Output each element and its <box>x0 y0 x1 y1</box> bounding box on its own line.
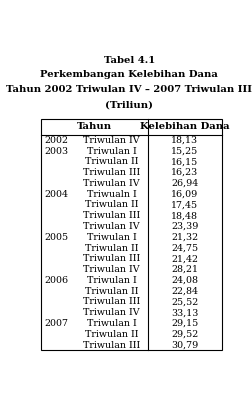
Text: Kelebihan Dana: Kelebihan Dana <box>140 122 230 131</box>
Text: 29,52: 29,52 <box>171 330 198 339</box>
Text: 2004: 2004 <box>44 190 68 199</box>
Text: Triwulan III: Triwulan III <box>83 298 140 306</box>
Text: Tabel 4.1: Tabel 4.1 <box>104 56 155 65</box>
Text: 2005: 2005 <box>44 233 68 242</box>
Text: 21,32: 21,32 <box>171 233 198 242</box>
Text: Triwulan II: Triwulan II <box>85 200 138 210</box>
Text: Triwulan IV: Triwulan IV <box>83 222 140 231</box>
Text: Perkembangan Kelebihan Dana: Perkembangan Kelebihan Dana <box>40 70 218 80</box>
Text: Triwulan II: Triwulan II <box>85 287 138 296</box>
Text: 24,08: 24,08 <box>171 276 198 285</box>
Text: 23,39: 23,39 <box>171 222 199 231</box>
Text: 28,21: 28,21 <box>171 265 198 274</box>
Text: 16,09: 16,09 <box>171 190 198 199</box>
Text: 24,75: 24,75 <box>171 244 198 252</box>
Text: 2003: 2003 <box>44 146 68 156</box>
Text: 2002: 2002 <box>44 136 68 145</box>
Text: 26,94: 26,94 <box>171 179 198 188</box>
Text: Triwulan I: Triwulan I <box>87 319 136 328</box>
Text: Triwulan II: Triwulan II <box>85 157 138 166</box>
Text: Tahun: Tahun <box>77 122 112 131</box>
Text: Triwulan III: Triwulan III <box>83 254 140 263</box>
Text: Tahun 2002 Triwulan IV – 2007 Triwulan III: Tahun 2002 Triwulan IV – 2007 Triwulan I… <box>6 85 252 94</box>
Text: Triwulan III: Triwulan III <box>83 168 140 177</box>
Text: Triwualn I: Triwualn I <box>87 190 136 199</box>
Text: 17,45: 17,45 <box>171 200 198 210</box>
Text: 18,13: 18,13 <box>171 136 198 145</box>
Text: 25,52: 25,52 <box>171 298 198 306</box>
Text: 15,25: 15,25 <box>171 146 198 156</box>
Text: 22,84: 22,84 <box>171 287 198 296</box>
Text: Triwulan I: Triwulan I <box>87 233 136 242</box>
Text: Triwulan IV: Triwulan IV <box>83 136 140 145</box>
Text: 2007: 2007 <box>44 319 68 328</box>
Text: 2006: 2006 <box>44 276 68 285</box>
Text: Triwulan IV: Triwulan IV <box>83 265 140 274</box>
Text: 21,42: 21,42 <box>171 254 198 263</box>
Bar <box>41 119 222 350</box>
Text: Triwulan IV: Triwulan IV <box>83 179 140 188</box>
Text: 30,79: 30,79 <box>171 340 198 350</box>
Text: Triwulan II: Triwulan II <box>85 244 138 252</box>
Text: Triwulan III: Triwulan III <box>83 340 140 350</box>
Text: 16,23: 16,23 <box>171 168 198 177</box>
Text: Triwulan IV: Triwulan IV <box>83 308 140 317</box>
Text: Triwulan II: Triwulan II <box>85 330 138 339</box>
Text: Triwulan I: Triwulan I <box>87 276 136 285</box>
Text: 18,48: 18,48 <box>171 211 198 220</box>
Text: 33,13: 33,13 <box>171 308 199 317</box>
Text: Triwulan III: Triwulan III <box>83 211 140 220</box>
Text: 16,15: 16,15 <box>171 157 198 166</box>
Text: 29,15: 29,15 <box>171 319 198 328</box>
Text: Triwulan I: Triwulan I <box>87 146 136 156</box>
Text: (Triliun): (Triliun) <box>105 100 153 109</box>
